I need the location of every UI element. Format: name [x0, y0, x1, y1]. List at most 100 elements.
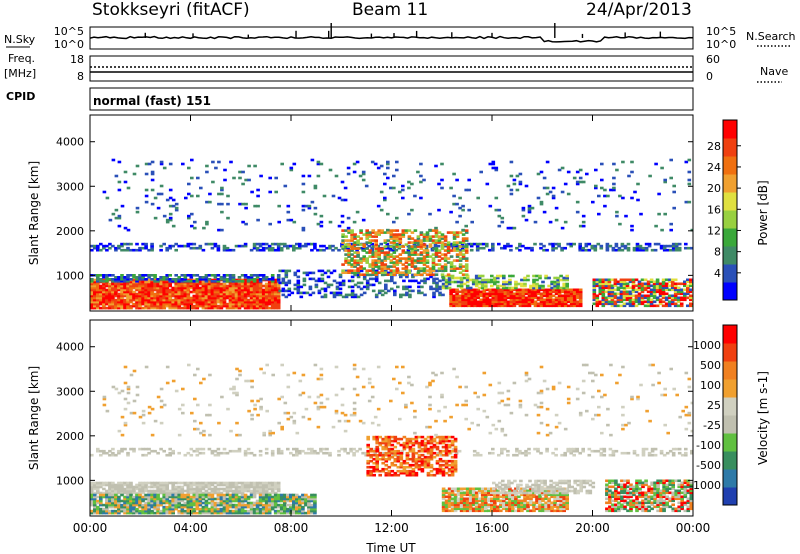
heatmap-cell — [667, 302, 672, 306]
heatmap-cell — [484, 284, 488, 288]
heatmap-cell — [177, 292, 181, 296]
heatmap-cell — [123, 294, 127, 298]
heatmap-cell — [252, 290, 257, 294]
heatmap-cell — [105, 497, 109, 501]
heatmap-cell — [99, 296, 103, 300]
heatmap-cell — [90, 298, 94, 302]
heatmap-cell — [379, 208, 384, 212]
heatmap-cell — [420, 291, 424, 295]
heatmap-cell — [598, 286, 603, 290]
heatmap-cell — [569, 298, 574, 302]
heatmap-cell — [153, 483, 157, 487]
heatmap-cell — [165, 304, 169, 308]
heatmap-cell — [455, 267, 460, 270]
heatmap-cell — [646, 286, 651, 290]
heatmap-cell — [126, 306, 130, 310]
heatmap-cell — [440, 186, 444, 190]
heatmap-cell — [258, 485, 263, 489]
heatmap-cell — [213, 284, 218, 288]
heatmap-cell — [168, 278, 172, 281]
heatmap-cell — [165, 282, 169, 286]
heatmap-cell — [270, 286, 275, 290]
heatmap-cell — [135, 278, 139, 281]
heatmap-cell — [485, 288, 490, 292]
heatmap-cell — [156, 286, 160, 290]
heatmap-cell — [482, 302, 487, 306]
heatmap-cell — [307, 497, 311, 501]
heatmap-cell — [503, 288, 508, 292]
heatmap-cell — [187, 192, 191, 196]
heatmap-cell — [443, 263, 448, 266]
heatmap-cell — [102, 509, 106, 513]
heatmap-cell — [686, 286, 690, 290]
heatmap-cell — [108, 489, 112, 493]
heatmap-cell — [679, 288, 684, 292]
heatmap-cell — [165, 302, 169, 306]
heatmap-cell — [503, 292, 508, 296]
heatmap-cell — [641, 447, 646, 451]
heatmap-cell — [189, 282, 194, 286]
heatmap-cell — [123, 242, 127, 246]
heatmap-cell — [159, 276, 163, 279]
heatmap-cell — [563, 302, 568, 306]
heatmap-cell — [231, 278, 236, 281]
heatmap-cell — [267, 246, 272, 250]
heatmap-cell — [591, 200, 595, 204]
heatmap-cell — [240, 511, 245, 515]
heatmap-cell — [252, 491, 257, 495]
heatmap-cell — [135, 294, 139, 298]
heatmap-cell — [96, 511, 100, 515]
heatmap-cell — [527, 208, 532, 212]
heatmap-cell — [322, 451, 326, 455]
heatmap-cell — [377, 267, 381, 270]
heatmap-cell — [659, 451, 664, 455]
heatmap-cell — [565, 274, 569, 278]
heatmap-cell — [162, 491, 166, 495]
heatmap-cell — [199, 186, 203, 190]
heatmap-cell — [365, 285, 370, 289]
heatmap-cell — [159, 491, 163, 495]
heatmap-cell — [467, 292, 471, 296]
heatmap-cell — [156, 507, 160, 511]
heatmap-cell — [530, 302, 535, 306]
heatmap-cell — [636, 182, 640, 186]
heatmap-cell — [117, 485, 121, 489]
heatmap-cell — [217, 192, 221, 196]
heatmap-cell — [419, 174, 423, 178]
heatmap-cell — [132, 172, 137, 176]
heatmap-cell — [662, 453, 667, 457]
heatmap-cell — [162, 495, 166, 499]
heatmap-cell — [222, 302, 227, 306]
heatmap-cell — [201, 300, 206, 304]
colorbar-tick-label: 4 — [714, 267, 721, 280]
heatmap-cell — [190, 212, 194, 216]
heatmap-cell — [147, 507, 151, 511]
heatmap-cell — [108, 509, 112, 513]
heatmap-cell — [572, 290, 577, 294]
heatmap-cell — [252, 278, 257, 281]
heatmap-cell — [359, 261, 363, 264]
heatmap-cell — [592, 290, 597, 294]
heatmap-cell — [341, 269, 345, 272]
heatmap-cell — [652, 284, 657, 288]
heatmap-cell — [162, 288, 166, 292]
heatmap-cell — [661, 296, 666, 300]
heatmap-cell — [126, 228, 131, 232]
heatmap-cell — [159, 282, 163, 286]
heatmap-cell — [177, 280, 181, 283]
heatmap-cell — [308, 271, 313, 275]
heatmap-cell — [395, 245, 400, 248]
heatmap-cell — [195, 487, 200, 491]
heatmap-cell — [347, 269, 351, 272]
heatmap-cell — [298, 511, 302, 515]
heatmap-cell — [482, 288, 487, 292]
heatmap-cell — [150, 304, 154, 308]
heatmap-cell — [371, 267, 375, 270]
heatmap-cell — [410, 253, 415, 256]
heatmap-cell — [301, 501, 305, 505]
heatmap-cell — [273, 509, 278, 513]
heatmap-cell — [435, 285, 439, 289]
heatmap-cell — [628, 294, 633, 298]
heatmap-cell — [419, 180, 423, 184]
heatmap-cell — [395, 233, 400, 236]
